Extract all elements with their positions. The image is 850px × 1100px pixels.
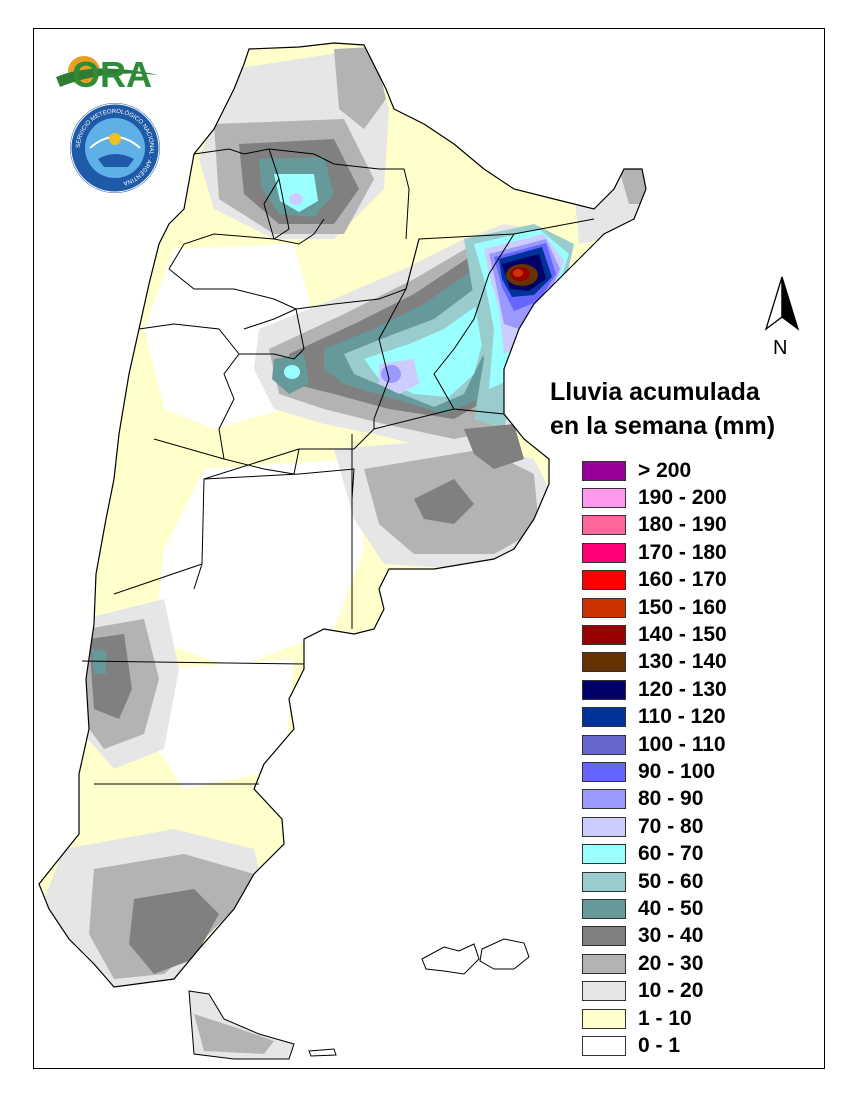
north-arrow-icon (764, 276, 800, 331)
legend-item: 90 - 100 (582, 758, 727, 785)
legend-label: 40 - 50 (638, 896, 704, 920)
legend-label: 0 - 1 (638, 1033, 681, 1057)
legend-label: 80 - 90 (638, 787, 704, 811)
legend-item: 40 - 50 (582, 895, 727, 922)
legend-item: 80 - 90 (582, 786, 727, 813)
legend-item: 1 - 10 (582, 1005, 727, 1032)
legend-label: 10 - 20 (638, 979, 704, 1003)
legend-swatch (582, 515, 626, 536)
legend-swatch (582, 898, 626, 919)
legend-item: 170 - 180 (582, 539, 727, 566)
legend-swatch (582, 953, 626, 974)
legend-label: 20 - 30 (638, 951, 704, 975)
legend-swatch (582, 707, 626, 728)
legend-label: 30 - 40 (638, 924, 704, 948)
north-label: N (773, 337, 788, 359)
legend-item: 20 - 30 (582, 950, 727, 977)
legend-title: Lluvia acumulada en la semana (mm) (550, 375, 820, 443)
legend-swatch (582, 789, 626, 810)
legend-label: 180 - 190 (638, 513, 727, 537)
legend-item: 100 - 110 (582, 731, 727, 758)
legend-label: 120 - 130 (638, 677, 727, 701)
legend-item: 190 - 200 (582, 484, 727, 511)
legend-label: 110 - 120 (638, 705, 726, 729)
argentina-rainfall-map (38, 42, 647, 1060)
legend-item: 70 - 80 (582, 813, 727, 840)
legend-swatch (582, 981, 626, 1002)
smn-seal: SERVICIO METEOROLÓGICO NACIONAL · ARGENT… (70, 103, 160, 193)
legend-swatch (582, 1008, 626, 1029)
legend-item: 50 - 60 (582, 868, 727, 895)
legend-label: 170 - 180 (638, 540, 727, 564)
legend-item: 10 - 20 (582, 977, 727, 1004)
ora-logo-text: ORA (72, 54, 152, 93)
legend-label: 50 - 60 (638, 869, 704, 893)
legend-title-line2: en la semana (mm) (550, 412, 776, 440)
legend-label: 140 - 150 (638, 623, 727, 647)
legend-label: > 200 (638, 458, 692, 482)
legend-swatch (582, 460, 626, 481)
malvinas-islands (421, 938, 530, 975)
legend-swatch (582, 1035, 626, 1056)
legend-label: 100 - 110 (638, 732, 726, 756)
legend-swatch (582, 734, 626, 755)
legend-swatch (582, 542, 626, 563)
legend-swatch (582, 625, 626, 646)
legend-swatch (582, 488, 626, 509)
province-borders (81, 148, 595, 785)
legend-label: 1 - 10 (638, 1006, 692, 1030)
legend-item: 120 - 130 (582, 676, 727, 703)
legend-label: 160 - 170 (638, 568, 727, 592)
legend-swatch (582, 761, 626, 782)
ora-logo: ORA (56, 54, 158, 93)
legend-label: 130 - 140 (638, 650, 727, 674)
legend-swatch (582, 652, 626, 673)
legend-label: 60 - 70 (638, 842, 704, 866)
legend-item: > 200 (582, 457, 727, 484)
legend-item: 180 - 190 (582, 512, 727, 539)
legend-swatch (582, 871, 626, 892)
legend-list: > 200 190 - 200 180 - 190 170 - 180 160 - 17… (582, 457, 727, 1060)
legend-swatch (582, 816, 626, 837)
legend-item: 30 - 40 (582, 923, 727, 950)
legend-item: 150 - 160 (582, 594, 727, 621)
legend-title-line1: Lluvia acumulada (550, 378, 760, 406)
legend-swatch (582, 844, 626, 865)
legend-item: 110 - 120 (582, 704, 727, 731)
legend-item: 0 - 1 (582, 1032, 727, 1059)
legend-label: 70 - 80 (638, 814, 704, 838)
legend-swatch (582, 570, 626, 591)
legend-swatch (582, 926, 626, 947)
map-frame: ORA SERVICIO METEOROLÓGICO NACIONAL · AR… (33, 28, 825, 1069)
legend-swatch (582, 679, 626, 700)
legend-label: 150 - 160 (638, 595, 727, 619)
legend-item: 140 - 150 (582, 621, 727, 648)
rainfall-field (39, 43, 646, 987)
legend-item: 60 - 70 (582, 840, 727, 867)
legend-item: 160 - 170 (582, 567, 727, 594)
legend-label: 190 - 200 (638, 486, 727, 510)
legend-swatch (582, 597, 626, 618)
legend-item: 130 - 140 (582, 649, 727, 676)
legend-label: 90 - 100 (638, 759, 716, 783)
